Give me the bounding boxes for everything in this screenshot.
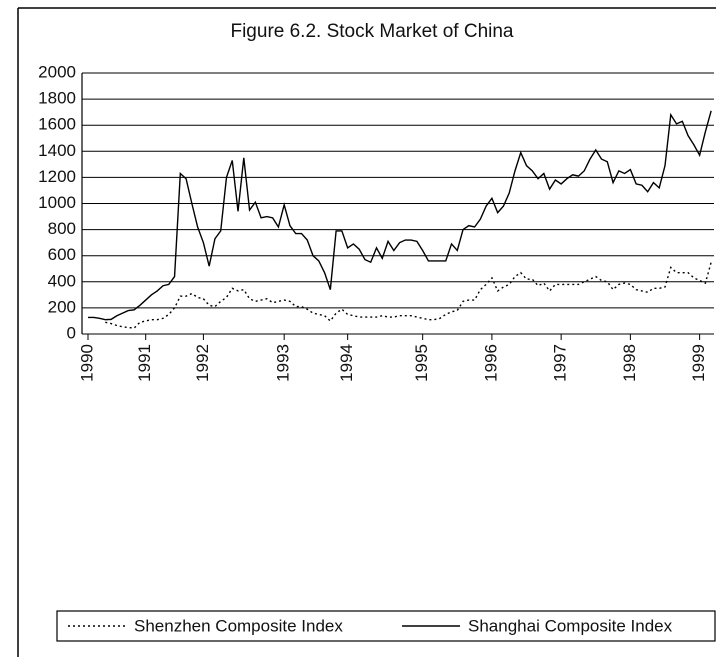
y-tick-label: 200 [48,297,76,316]
x-tick-label: 1996 [481,344,500,382]
x-tick-label: 1999 [689,344,708,382]
x-tick-label: 1992 [193,344,212,382]
x-tick-label: 1998 [620,344,639,382]
y-tick-label: 1000 [38,193,76,212]
x-tick-label: 1993 [274,344,293,382]
y-tick-label: 400 [48,271,76,290]
y-tick-label: 2000 [38,62,76,81]
y-tick-label: 600 [48,245,76,264]
y-tick-label: 1200 [38,167,76,186]
x-tick-label: 1997 [551,344,570,382]
y-tick-label: 0 [67,323,76,342]
legend-label: Shenzhen Composite Index [134,616,343,635]
series-line [88,110,712,321]
legend-label: Shanghai Composite Index [468,616,673,635]
legend-box [56,610,716,642]
chart-title: Figure 6.2. Stock Market of China [230,21,513,42]
y-tick-label: 1600 [38,115,76,134]
x-tick-label: 1990 [77,344,96,382]
y-tick-label: 1800 [38,89,76,108]
y-tick-label: 1400 [38,141,76,160]
y-tick-label: 800 [48,219,76,238]
series-line [105,262,712,329]
x-tick-label: 1995 [412,344,431,382]
x-tick-label: 1994 [337,344,356,382]
x-tick-label: 1991 [135,344,154,382]
